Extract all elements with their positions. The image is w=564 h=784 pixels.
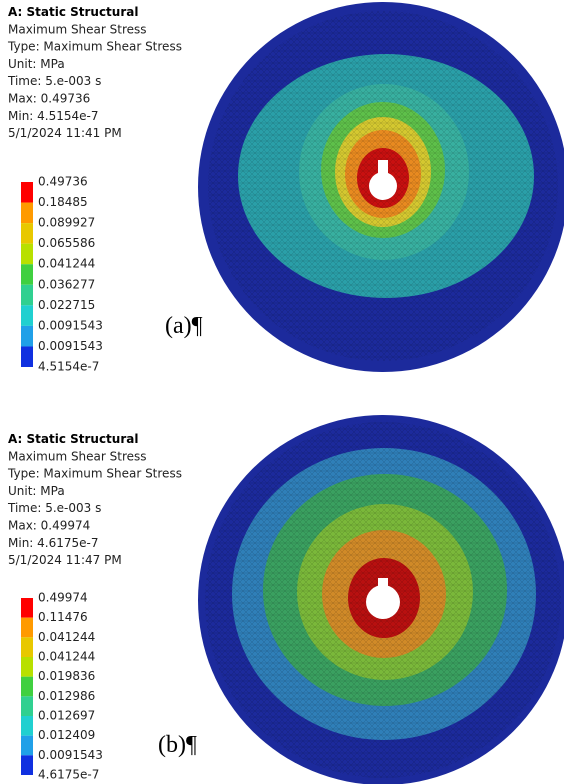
legend-swatch: [21, 346, 33, 367]
legend-label: 0.012409: [38, 728, 95, 742]
header-line: Time: 5.e-003 s: [7, 74, 101, 88]
caption: (a)¶: [165, 313, 203, 339]
legend-label: 0.0091543: [38, 748, 103, 762]
legend-label: 0.065586: [38, 236, 95, 250]
legend-swatch: [21, 244, 33, 265]
legend-label: 0.012986: [38, 689, 95, 703]
header-line: Unit: MPa: [8, 57, 65, 71]
legend-swatch: [21, 182, 33, 203]
legend-label: 0.041244: [38, 630, 95, 644]
legend-swatch: [21, 326, 33, 347]
legend-label: 0.0091543: [38, 318, 103, 332]
contour-plot-a: [198, 2, 564, 372]
legend-label: 0.49974: [38, 591, 88, 605]
legend-label: 0.18485: [38, 195, 88, 209]
legend-label: 0.036277: [38, 277, 95, 291]
legend-label: 4.5154e-7: [38, 360, 99, 374]
legend-label: 0.012697: [38, 709, 95, 723]
legend-swatch: [21, 637, 33, 657]
legend-swatch: [21, 618, 33, 638]
header-line: Max: 0.49974: [8, 519, 90, 533]
legend-swatch: [21, 677, 33, 697]
panel-title: A: Static Structural: [8, 5, 138, 19]
legend-swatch: [21, 716, 33, 736]
header-line: Maximum Shear Stress: [8, 449, 147, 463]
legend-label: 0.49736: [38, 175, 88, 189]
header-line: Min: 4.6175e-7: [8, 536, 99, 550]
legend-swatch: [21, 264, 33, 285]
legend-label: 0.0091543: [38, 339, 103, 353]
legend-swatch: [21, 657, 33, 677]
figure: A: Static Structural Maximum Shear Stress…: [0, 0, 564, 784]
legend-swatch: [21, 696, 33, 716]
header-line: Maximum Shear Stress: [8, 22, 147, 36]
header-line: Type: Maximum Shear Stress: [7, 40, 182, 54]
legend-swatch: [21, 598, 33, 618]
legend-swatch: [21, 285, 33, 306]
caption: (b)¶: [158, 732, 197, 758]
legend-label: 0.089927: [38, 216, 95, 230]
legend-swatch: [21, 223, 33, 244]
legend-swatch: [21, 755, 33, 775]
legend-label: 0.019836: [38, 669, 95, 683]
legend-swatch: [21, 305, 33, 326]
legend-label: 0.11476: [38, 610, 88, 624]
legend-label: 0.041244: [38, 650, 95, 664]
header-line: 5/1/2024 11:47 PM: [8, 553, 122, 567]
header-line: Min: 4.5154e-7: [8, 109, 99, 123]
header-line: Type: Maximum Shear Stress: [7, 467, 182, 481]
header-line: 5/1/2024 11:41 PM: [8, 126, 122, 140]
contour-plot-b: [198, 415, 564, 784]
legend-label: 0.022715: [38, 298, 95, 312]
legend-swatch: [21, 203, 33, 224]
legend-swatch: [21, 736, 33, 756]
header-line: Unit: MPa: [8, 484, 65, 498]
legend-label: 0.041244: [38, 257, 95, 271]
header-line: Max: 0.49736: [8, 92, 90, 106]
panel-title: A: Static Structural: [8, 432, 138, 446]
legend-label: 4.6175e-7: [38, 768, 99, 782]
header-line: Time: 5.e-003 s: [7, 501, 101, 515]
